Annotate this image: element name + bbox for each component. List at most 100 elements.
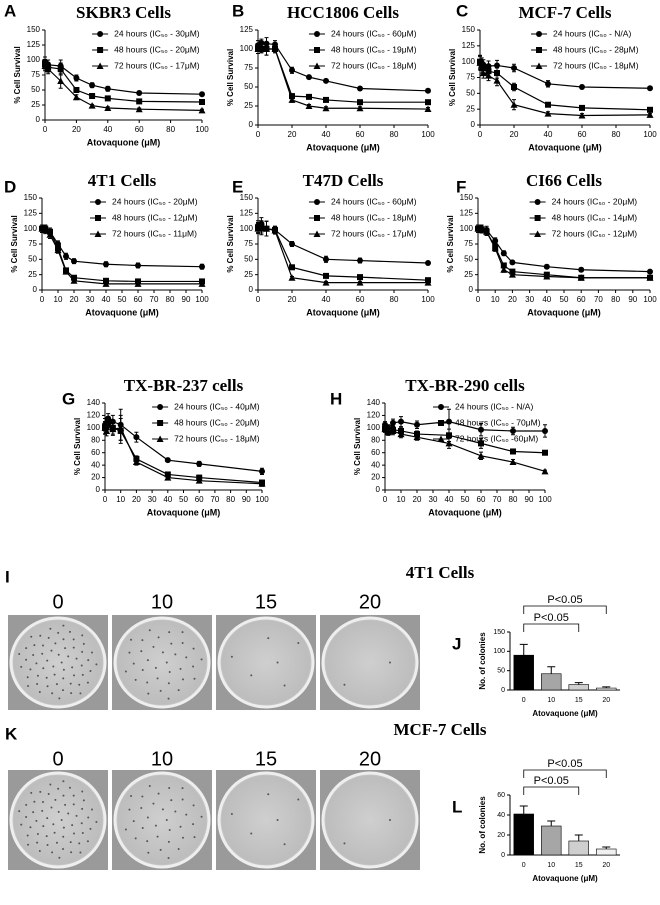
colony	[165, 819, 168, 821]
colony	[80, 822, 83, 825]
data-point	[263, 45, 270, 52]
chart-title: MCF-7 Cells	[518, 3, 611, 22]
colony	[58, 697, 61, 700]
error-bar	[602, 686, 611, 689]
x-tick-label: 0	[256, 130, 261, 139]
colony	[132, 820, 135, 823]
colony	[45, 676, 48, 679]
colony	[61, 689, 64, 692]
x-tick-label: 20	[288, 295, 297, 304]
x-tick-label: 0	[522, 697, 526, 704]
colony	[49, 783, 52, 786]
x-tick-label: 100	[421, 295, 435, 304]
x-tick-label: 20	[602, 862, 610, 869]
bar	[568, 684, 589, 691]
y-tick-label: 0	[33, 285, 38, 294]
colony	[32, 811, 35, 814]
data-point	[646, 274, 654, 281]
bar	[541, 673, 562, 691]
colony	[297, 798, 300, 801]
data-point	[288, 274, 296, 281]
panel-letter: J	[452, 634, 461, 653]
colony	[250, 674, 253, 677]
y-tick-label: 50	[497, 668, 505, 675]
colony	[146, 681, 149, 684]
panel-letter: H	[330, 389, 342, 408]
data-point	[425, 260, 431, 267]
panel-letter: L	[452, 797, 462, 816]
colony	[25, 658, 28, 661]
colony	[95, 663, 98, 666]
colony	[50, 649, 53, 652]
well	[217, 771, 315, 869]
x-tick-label: 20	[70, 295, 79, 304]
panel-letter: I	[5, 567, 10, 586]
colony	[185, 813, 188, 816]
colony	[159, 848, 162, 851]
y-tick-label: 25	[244, 101, 253, 110]
x-tick-label: 40	[103, 125, 112, 134]
y-tick-label: 150	[493, 629, 505, 636]
data-point	[445, 439, 453, 447]
panel-letter: E	[232, 177, 243, 196]
y-tick-label: 120	[367, 411, 381, 420]
significance-bracket	[523, 786, 580, 795]
colony	[146, 659, 149, 662]
colony	[170, 799, 173, 802]
legend-marker	[534, 199, 541, 205]
data-point	[485, 72, 492, 79]
data-point	[544, 110, 552, 117]
legend-marker	[97, 47, 104, 53]
colony	[47, 636, 50, 639]
panel-title: MCF-7 Cells	[393, 720, 486, 739]
y-tick-label: 50	[244, 254, 253, 263]
colony	[181, 798, 184, 801]
well-label: 20	[359, 591, 381, 613]
y-tick-label: 125	[27, 40, 41, 49]
data-point	[72, 93, 80, 101]
colony	[167, 682, 170, 685]
series	[254, 220, 432, 286]
error-bar	[547, 820, 556, 826]
data-point	[104, 85, 111, 92]
y-tick-label: 100	[240, 224, 254, 233]
colony	[58, 856, 61, 859]
x-tick-label: 40	[544, 130, 553, 139]
x-tick-label: 100	[195, 295, 209, 304]
x-tick-label: 80	[390, 295, 399, 304]
data-point	[397, 430, 405, 438]
colony	[46, 659, 49, 662]
colony	[152, 645, 155, 648]
y-tick-label: 75	[466, 73, 475, 82]
y-tick-label: 0	[249, 285, 254, 294]
x-tick-label: 10	[491, 295, 500, 304]
y-tick-label: 0	[249, 120, 254, 129]
colony	[47, 793, 50, 796]
x-tick-label: 20	[510, 130, 519, 139]
data-point	[509, 458, 517, 466]
series	[101, 414, 266, 487]
colony	[72, 646, 75, 649]
legend-marker	[96, 62, 104, 69]
well	[113, 616, 211, 709]
legend-label: 72 hours (IC₅₀ - 12μM)	[552, 228, 638, 238]
colony	[75, 814, 78, 817]
colony	[64, 803, 67, 806]
data-point	[103, 261, 109, 268]
colony	[52, 665, 55, 668]
colony	[67, 655, 70, 658]
colony	[57, 810, 60, 813]
data-point	[198, 106, 206, 114]
x-tick-label: 80	[226, 495, 235, 504]
colony	[86, 840, 89, 843]
colony	[73, 832, 76, 835]
legend-label: 48 hours (IC₅₀ - 70μM)	[455, 417, 541, 427]
data-point	[510, 427, 516, 434]
y-tick-label: 100	[87, 423, 101, 432]
data-point	[424, 105, 432, 113]
colony	[170, 642, 173, 645]
data-point	[398, 418, 404, 425]
legend-label: 48 hours (IC₅₀ - 20μM)	[114, 44, 200, 54]
well-label: 10	[151, 748, 173, 770]
colony	[62, 826, 65, 829]
